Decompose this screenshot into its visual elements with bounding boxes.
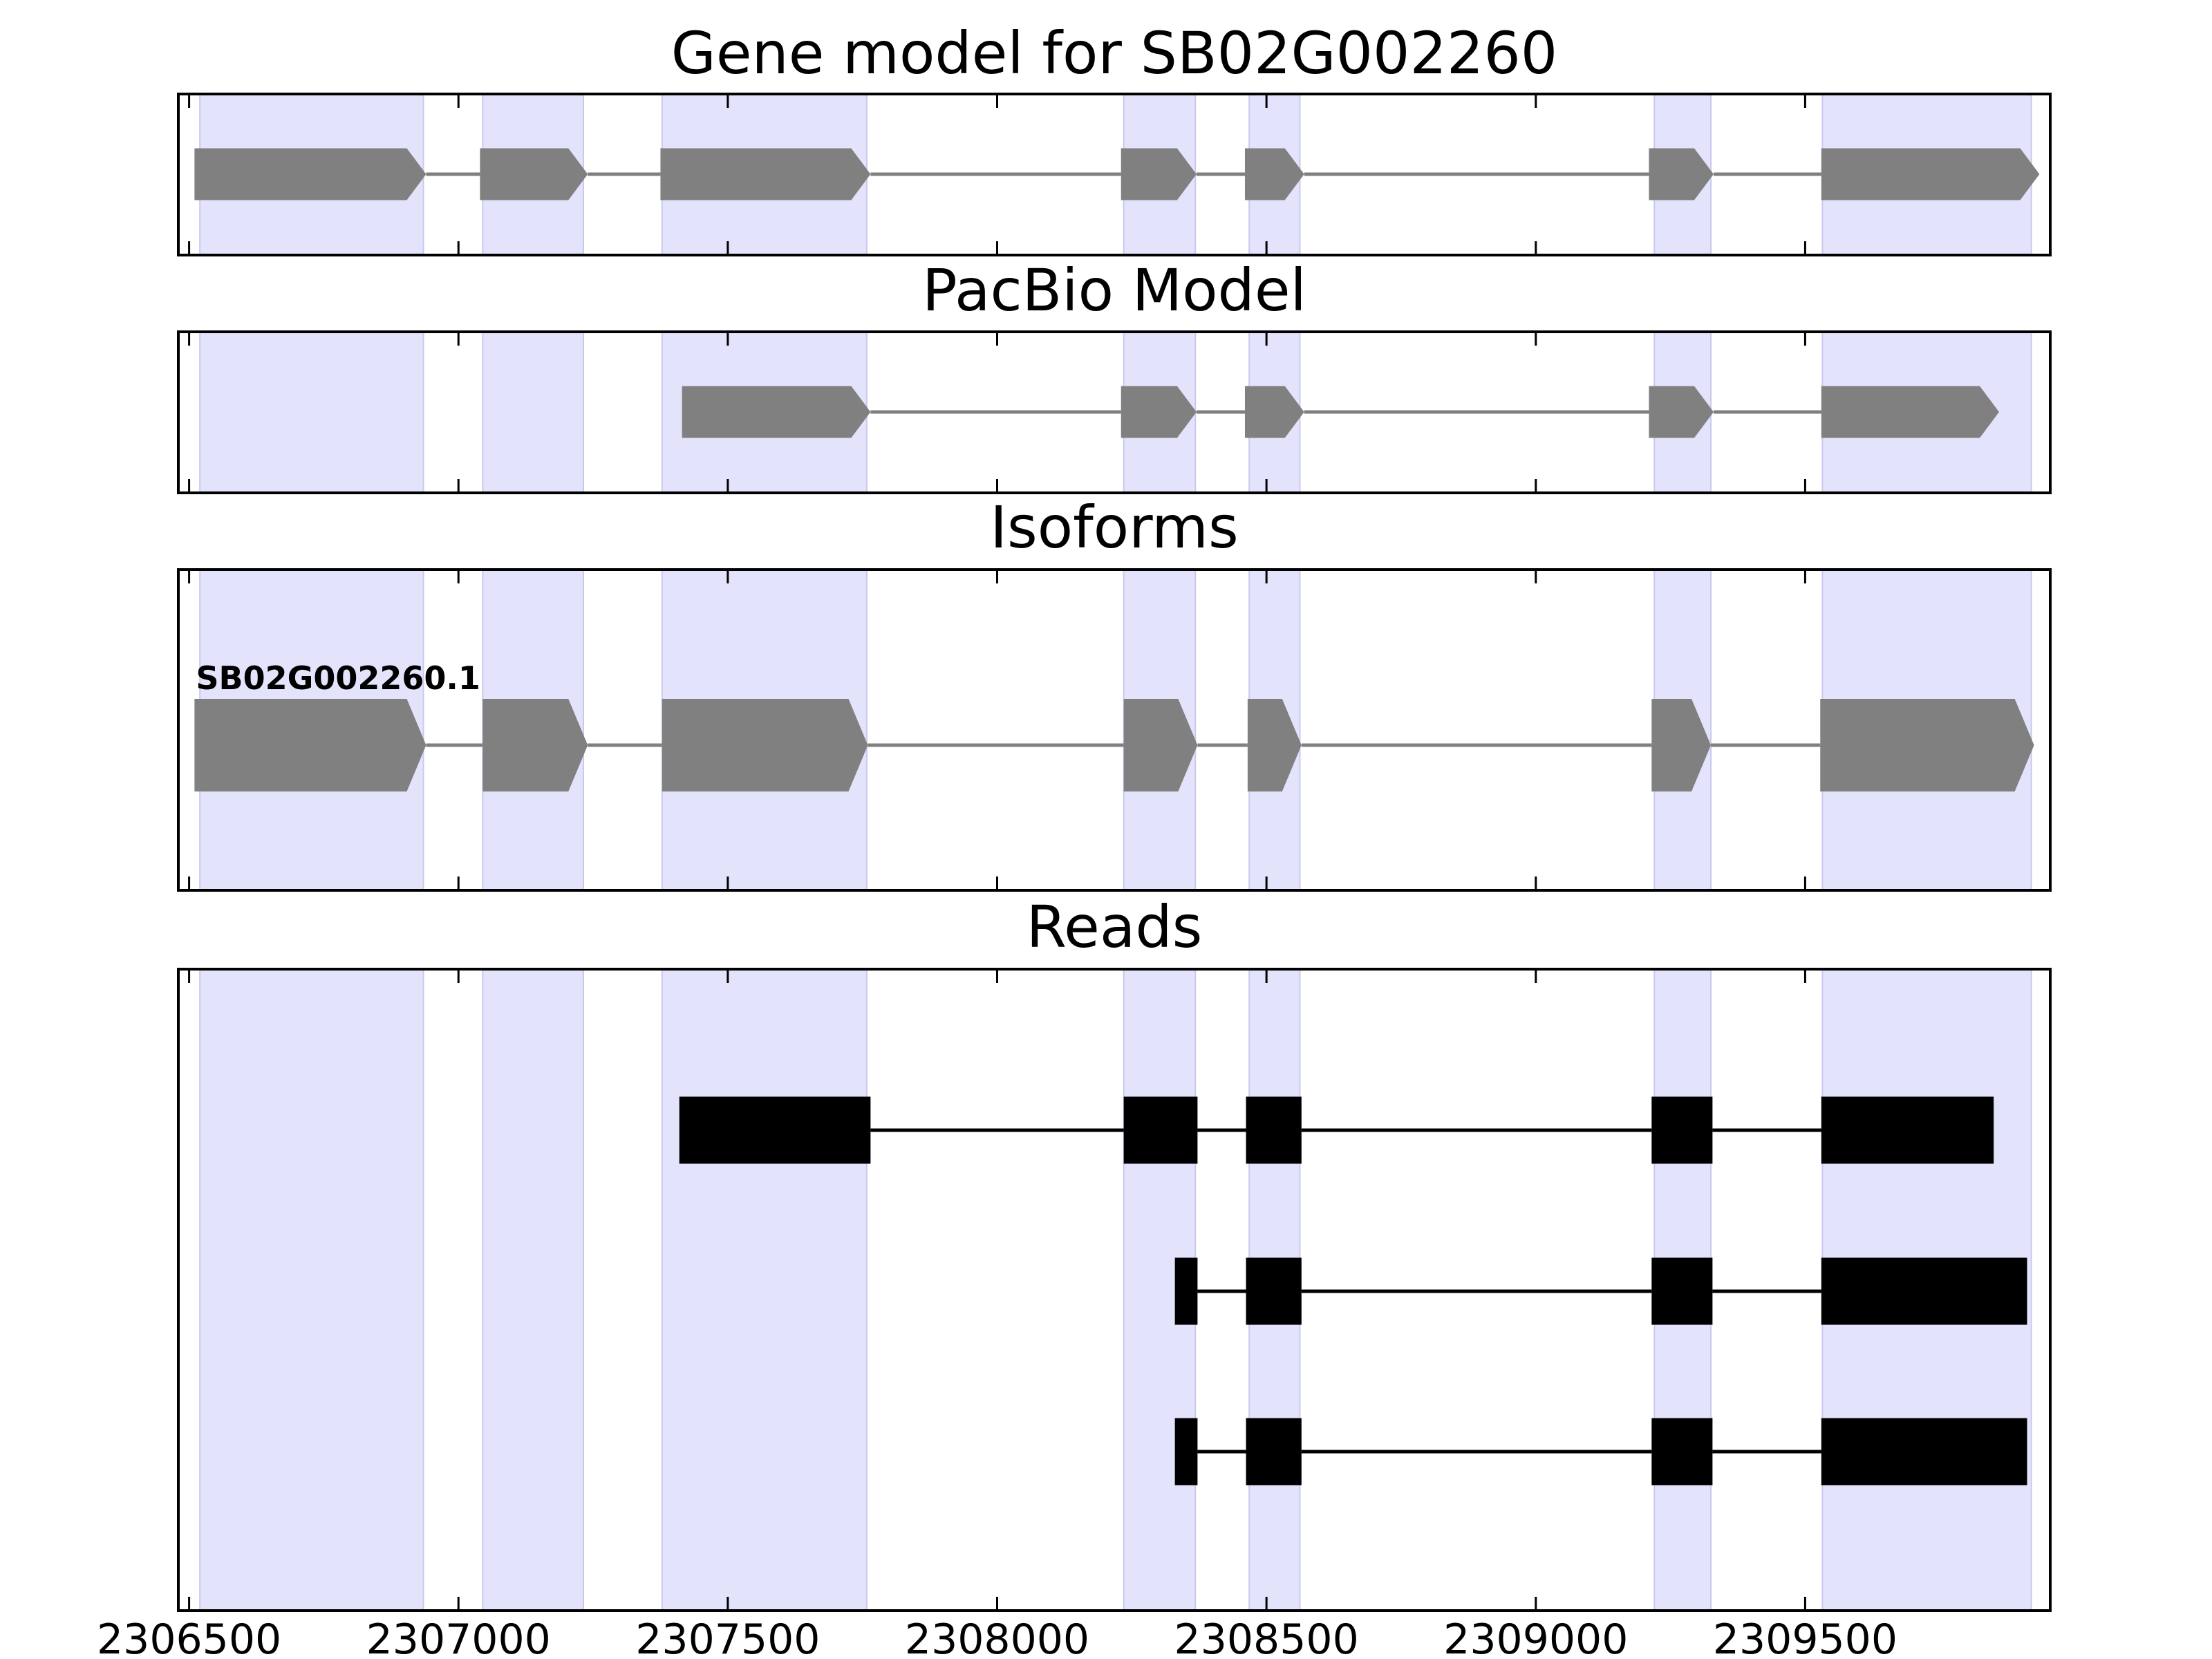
exon-arrow <box>1123 699 1198 791</box>
panel-title: Isoforms <box>990 494 1239 561</box>
exon-arrow <box>1244 386 1304 438</box>
exon-arrow <box>1820 699 2034 791</box>
tick-layer <box>188 332 1806 493</box>
isoform-label: SB02G002260.1 <box>196 659 480 697</box>
exon-arrow <box>482 699 588 791</box>
exon-region-band <box>661 968 868 1611</box>
read-exon-block <box>679 1096 871 1164</box>
read-exon-block <box>1123 1096 1198 1164</box>
read-exon-block <box>1246 1257 1302 1325</box>
exon-arrow <box>1121 148 1197 200</box>
read-exon-block <box>1246 1096 1302 1164</box>
feature-layer: SB02G002260.1 <box>194 659 2034 791</box>
exon-arrow <box>1821 386 1999 438</box>
exon-arrow <box>1649 386 1714 438</box>
x-tick-label: 2309500 <box>1713 1615 1897 1659</box>
x-tick-label: 2309000 <box>1443 1615 1628 1659</box>
read-exon-block <box>1821 1096 1994 1164</box>
read-exon-block <box>1246 1418 1302 1485</box>
x-tick-label: 2308000 <box>905 1615 1089 1659</box>
x-tick-label: 2307500 <box>635 1615 820 1659</box>
exon-arrow <box>194 148 427 200</box>
panel-frame <box>177 330 2052 494</box>
read-exon-block <box>1174 1257 1198 1325</box>
tick-layer <box>188 969 1806 1611</box>
tick-layer <box>188 94 1806 255</box>
exon-arrow <box>480 148 588 200</box>
x-tick-label: 2308500 <box>1174 1615 1359 1659</box>
panel-pacbio-model: PacBio Model <box>177 256 2052 494</box>
exon-arrow <box>1821 148 2040 200</box>
panel-frame <box>177 93 2052 256</box>
panel-gene-model: Gene model for SB02G002260 <box>177 19 2052 256</box>
exon-arrow <box>194 699 427 791</box>
exon-region-band <box>482 968 585 1611</box>
panel-title: Reads <box>1027 893 1203 961</box>
panel-reads: Reads <box>177 893 2052 1612</box>
read-exon-block <box>1821 1257 2027 1325</box>
read-exon-block <box>1821 1418 2027 1485</box>
exon-arrow <box>1649 148 1714 200</box>
exon-region-band <box>199 968 424 1611</box>
exon-region-band <box>199 331 424 494</box>
tick-layer <box>188 570 1806 890</box>
read-exon-block <box>1651 1257 1713 1325</box>
exon-region-band <box>482 331 585 494</box>
exon-arrow <box>1651 699 1712 791</box>
feature-layer <box>194 148 2040 200</box>
panel-isoforms: Isoforms SB02G002260.1 <box>177 494 2052 892</box>
feature-layer <box>682 386 1999 438</box>
exon-arrow <box>662 699 868 791</box>
read-exon-block <box>1174 1418 1198 1485</box>
x-axis-tick-labels: 2306500 2307000 2307500 2308000 2308500 23090… <box>97 1615 1897 1659</box>
panel-frame <box>177 968 2052 1612</box>
exon-arrow <box>1244 148 1304 200</box>
read-exon-block <box>1651 1418 1713 1485</box>
exon-arrow <box>1247 699 1302 791</box>
exon-arrow <box>682 386 871 438</box>
panel-frame <box>177 568 2052 892</box>
read-exon-block <box>1651 1096 1713 1164</box>
x-tick-label: 2306500 <box>97 1615 281 1659</box>
panel-title: PacBio Model <box>922 256 1306 324</box>
x-tick-label: 2307000 <box>366 1615 551 1659</box>
panel-title: Gene model for SB02G002260 <box>671 19 1557 87</box>
exon-arrow <box>660 148 871 200</box>
exon-arrow <box>1121 386 1197 438</box>
feature-layer <box>679 1096 2027 1485</box>
